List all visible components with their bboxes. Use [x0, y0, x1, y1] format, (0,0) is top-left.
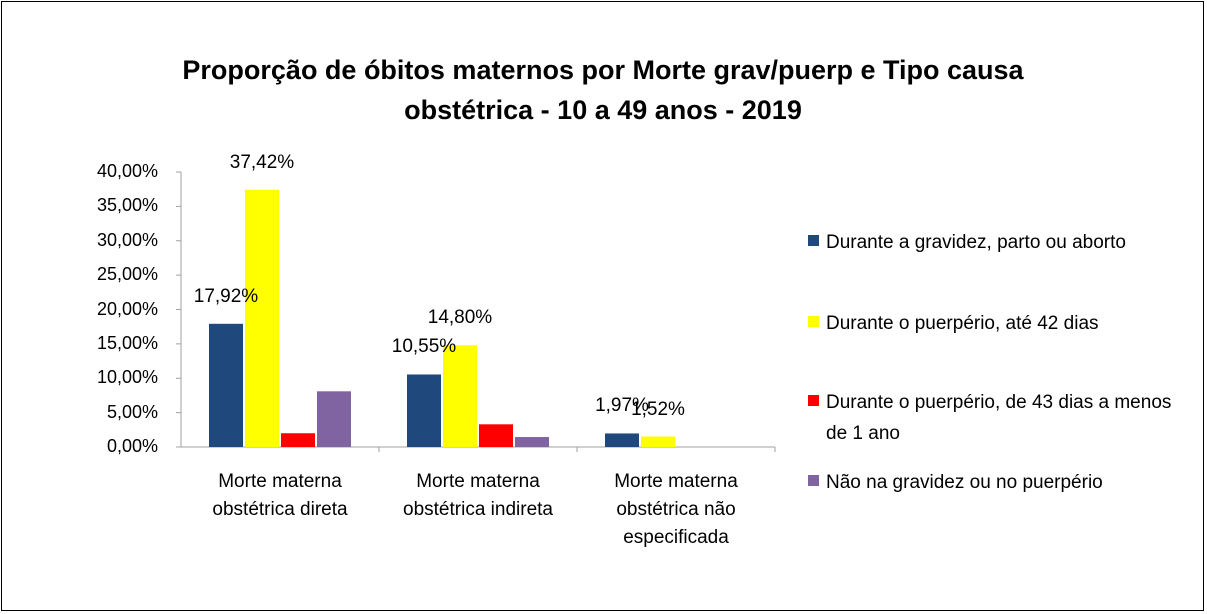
y-tick-label: 35,00%: [96, 195, 158, 216]
data-label: 10,55%: [391, 336, 457, 358]
y-tick-label: 0,00%: [106, 436, 158, 456]
data-label: 1,97%: [595, 395, 649, 417]
bar: [209, 323, 243, 447]
chart-title: Proporção de óbitos maternos por Morte g…: [182, 55, 1024, 125]
legend-swatch: [808, 316, 819, 327]
legend-swatch: [808, 395, 819, 406]
bar: [515, 437, 549, 447]
y-tick-label: 30,00%: [96, 229, 158, 250]
x-tick-label: Morte materna obstétrica não especificad…: [614, 471, 738, 548]
legend-label: Não na gravidez ou no puerpério: [826, 472, 1103, 493]
data-label: 1,52%: [631, 398, 685, 420]
legend-label: Durante o puerpério, de 43 dias a menos …: [826, 392, 1172, 444]
bar: [443, 345, 477, 447]
y-tick-label: 20,00%: [96, 298, 158, 319]
bar: [479, 424, 513, 447]
bar: [317, 391, 351, 447]
y-tick-label: 40,00%: [96, 161, 158, 181]
legend-swatch: [808, 475, 819, 486]
bar: [281, 433, 315, 447]
y-tick-label: 15,00%: [96, 332, 158, 353]
bar: [605, 433, 639, 447]
x-tick-label: Morte materna obstétrica indireta: [403, 471, 553, 520]
legend-label: Durante o puerpério, até 42 dias: [826, 313, 1099, 334]
data-label: 17,92%: [193, 285, 259, 307]
y-tick-label: 25,00%: [96, 264, 158, 285]
legend-swatch: [808, 235, 819, 246]
bar: [407, 374, 441, 447]
x-tick-label: Morte materna obstétrica direta: [212, 471, 348, 520]
bar: [245, 189, 279, 448]
y-tick-label: 5,00%: [106, 401, 158, 422]
y-tick-label: 10,00%: [96, 367, 158, 388]
bar: [641, 436, 675, 447]
data-label: 37,42%: [229, 151, 295, 173]
legend-label: Durante a gravidez, parto ou aborto: [826, 232, 1126, 253]
data-label: 14,80%: [427, 307, 493, 329]
